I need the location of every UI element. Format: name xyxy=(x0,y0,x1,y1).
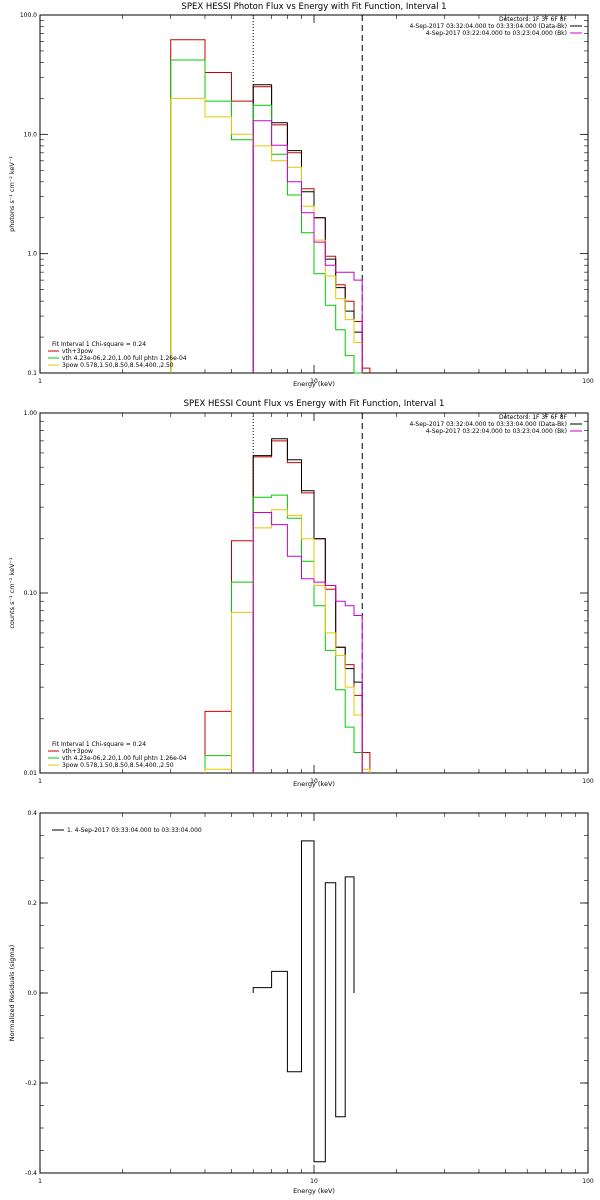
legend-top: Detectors: 1F 3F 6F 8F4-Sep-2017 03:32:0… xyxy=(409,16,582,37)
series-2-step-line xyxy=(204,494,363,773)
x-tick-label: 100 xyxy=(582,1178,594,1185)
legend-top-entry: 4-Sep-2017 03:32:04.000 to 03:33:04.000 … xyxy=(409,421,567,428)
reference-lines xyxy=(252,413,363,773)
legend-bottom-entry: vth 4.23e-06,2.20,1.00 full phtn 1.26e-0… xyxy=(62,755,187,762)
legend-top-entry: 4-Sep-2017 03:22:04.000 to 03:23:04.000 … xyxy=(426,30,567,37)
series-2-step-line xyxy=(170,59,363,374)
chart-title: SPEX HESSI Photon Flux vs Energy with Fi… xyxy=(181,2,446,12)
legend-bottom-entry: Fit Interval 1 Chi-square = 0.24 xyxy=(52,341,146,348)
legend-bottom: Fit Interval 1 Chi-square = 0.24vth+3pow… xyxy=(48,341,187,369)
y-tick-label: 0.4 xyxy=(27,810,37,817)
y-tick-label: 0.01 xyxy=(24,770,38,777)
y-tick-label: 0.0 xyxy=(27,990,37,997)
series-0-step-line xyxy=(252,840,355,1163)
legend-bottom-entry: vth+3pow xyxy=(62,748,93,755)
x-tick-label: 1 xyxy=(38,1178,42,1185)
x-tick-label: 10 xyxy=(310,1178,318,1185)
legend-top-entry: Detectors: 1F 3F 6F 8F xyxy=(499,414,568,421)
legend-top-entry: 4-Sep-2017 03:22:04.000 to 03:23:04.000 … xyxy=(426,428,567,435)
x-tick-label: 10 xyxy=(310,778,318,785)
series-1-step-line xyxy=(252,438,363,773)
legend-entry: 1. 4-Sep-2017 03:33:04.000 to 03:33:04.0… xyxy=(67,827,202,834)
legend-bottom-entry: 3pow 0.578,1.50,8.50,8.54,400.,2.50 xyxy=(62,762,174,769)
y-tick-label: 0.2 xyxy=(27,900,37,907)
legend-top-entry: Detectors: 1F 3F 6F 8F xyxy=(499,16,568,23)
y-axis-label: photons s⁻¹ cm⁻² keV⁻¹ xyxy=(8,156,16,232)
y-tick-label: 1.0 xyxy=(27,251,37,258)
count-flux-chart: SPEX HESSI Count Flux vs Energy with Fit… xyxy=(8,399,594,788)
y-tick-label: -0.2 xyxy=(25,1080,37,1087)
legend: 1. 4-Sep-2017 03:33:04.000 to 03:33:04.0… xyxy=(52,827,202,834)
chart-title: SPEX HESSI Count Flux vs Energy with Fit… xyxy=(184,399,445,409)
x-axis-label: Energy (keV) xyxy=(293,1187,335,1195)
series-1-step-line xyxy=(252,84,363,373)
photon-flux-chart: SPEX HESSI Photon Flux vs Energy with Fi… xyxy=(8,2,594,388)
legend-top-entry: 4-Sep-2017 03:32:04.000 to 03:33:04.000 … xyxy=(409,23,567,30)
ticks: 1 10 100 0.01 0.10 1.00 xyxy=(24,410,594,785)
x-tick-label: 1 xyxy=(38,778,42,785)
series-3-step-line xyxy=(170,97,363,373)
y-tick-label: 100.0 xyxy=(20,12,37,19)
series-0-step-line xyxy=(170,39,371,373)
y-tick-label: 1.00 xyxy=(24,410,38,417)
legend-bottom-entry: 3pow 0.578,1.50,8.50,8.54,400.,2.50 xyxy=(62,362,174,369)
x-axis-label: Energy (keV) xyxy=(293,380,335,388)
x-tick-label: 1 xyxy=(38,378,42,385)
y-axis-label: counts s⁻¹ cm⁻² keV⁻¹ xyxy=(8,557,16,629)
y-tick-label: -0.4 xyxy=(25,1170,37,1177)
x-tick-label: 100 xyxy=(582,778,594,785)
y-tick-label: 0.10 xyxy=(24,590,38,597)
ticks: 1 10 100 -0.4 -0.2 0.0 0.2 0.4 xyxy=(25,810,594,1185)
series-4-step-line xyxy=(252,512,363,773)
residuals-chart: Energy (keV) Normalized Residuals (sigma… xyxy=(8,810,594,1195)
series xyxy=(204,438,371,773)
x-tick-label: 10 xyxy=(310,378,318,385)
series xyxy=(170,39,371,374)
series xyxy=(252,840,355,1163)
y-tick-label: 10.0 xyxy=(24,131,38,138)
legend-bottom-entry: vth+3pow xyxy=(62,348,93,355)
y-tick-label: 0.1 xyxy=(27,370,37,377)
x-axis-label: Energy (keV) xyxy=(293,780,335,788)
series-4-step-line xyxy=(252,120,363,373)
legend-top: Detectors: 1F 3F 6F 8F4-Sep-2017 03:32:0… xyxy=(409,414,582,435)
ticks: 1 10 100 0.1 1.0 10.0 100.0 xyxy=(20,12,594,385)
x-tick-label: 100 xyxy=(582,378,594,385)
legend-bottom: Fit Interval 1 Chi-square = 0.24vth+3pow… xyxy=(48,741,187,769)
legend-bottom-entry: vth 4.23e-06,2.20,1.00 full phtn 1.26e-0… xyxy=(62,355,187,362)
legend-bottom-entry: Fit Interval 1 Chi-square = 0.24 xyxy=(52,741,146,748)
y-axis-label: Normalized Residuals (sigma) xyxy=(8,945,16,1042)
